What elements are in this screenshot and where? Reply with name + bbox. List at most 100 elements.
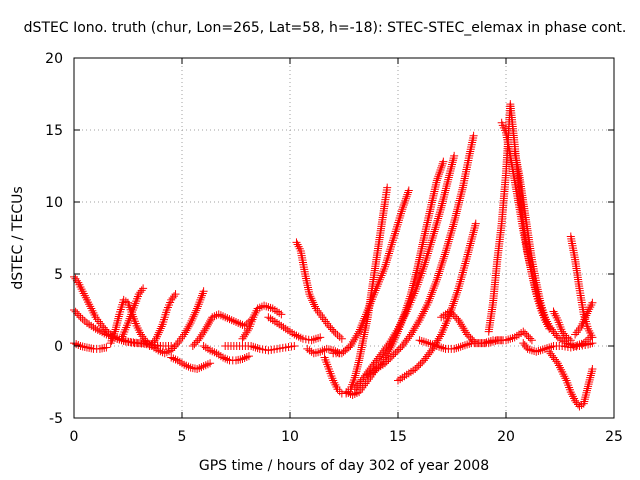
data-point-marker — [400, 311, 409, 320]
data-point-marker — [561, 331, 570, 340]
data-point-marker — [195, 298, 204, 307]
data-point-marker — [292, 238, 301, 247]
data-point-marker — [356, 323, 365, 332]
data-point-marker — [78, 315, 87, 324]
data-point-marker — [398, 205, 407, 214]
data-point-marker — [365, 369, 374, 378]
data-point-marker — [585, 326, 594, 335]
series-14 — [292, 238, 346, 343]
data-point-marker — [558, 367, 567, 376]
data-point-marker — [137, 286, 146, 295]
data-point-marker — [512, 331, 521, 340]
data-point-marker — [306, 292, 315, 301]
data-point-marker — [124, 318, 132, 327]
data-point-marker — [199, 342, 208, 350]
data-point-marker — [444, 175, 453, 184]
data-point-marker — [296, 333, 305, 342]
data-point-marker — [201, 343, 210, 352]
data-point-marker — [557, 365, 566, 374]
data-point-marker — [453, 288, 462, 297]
data-point-marker — [445, 235, 454, 244]
data-point-marker — [206, 359, 215, 368]
x-tick-label: 5 — [178, 429, 187, 445]
data-point-marker — [311, 334, 320, 343]
data-point-marker — [527, 346, 536, 355]
data-point-marker — [260, 301, 269, 310]
data-point-marker — [588, 365, 597, 374]
data-point-marker — [199, 362, 208, 371]
data-point-marker — [393, 347, 402, 356]
data-point-marker — [440, 252, 449, 261]
data-point-marker — [399, 203, 408, 212]
x-tick-label: 10 — [281, 429, 299, 445]
data-point-marker — [457, 187, 466, 196]
data-point-marker — [447, 309, 456, 318]
data-point-marker — [449, 154, 458, 163]
data-point-marker — [268, 304, 277, 313]
data-point-marker — [378, 269, 387, 278]
data-point-marker — [581, 390, 590, 399]
data-point-marker — [316, 333, 325, 342]
data-point-marker — [247, 342, 256, 350]
data-point-marker — [454, 343, 463, 352]
data-point-marker — [316, 347, 325, 356]
data-point-marker — [85, 320, 94, 329]
data-point-marker — [132, 321, 141, 330]
data-point-marker — [201, 361, 210, 370]
data-point-marker — [438, 256, 447, 265]
data-point-marker — [364, 375, 373, 384]
data-point-marker — [449, 220, 458, 229]
data-point-marker — [251, 343, 260, 352]
data-point-marker — [80, 291, 89, 300]
data-point-marker — [445, 169, 454, 178]
data-point-marker — [438, 258, 447, 267]
data-points — [70, 100, 597, 411]
data-point-marker — [463, 340, 472, 349]
data-point-marker — [387, 335, 396, 344]
data-point-marker — [580, 395, 589, 404]
data-point-marker — [432, 275, 441, 284]
data-point-marker — [438, 197, 447, 206]
data-point-marker — [436, 265, 445, 274]
data-point-marker — [459, 324, 468, 333]
data-point-marker — [76, 282, 85, 291]
data-point-marker — [294, 242, 303, 251]
data-point-marker — [170, 292, 179, 301]
plot-frame — [73, 57, 615, 419]
data-point-marker — [89, 323, 98, 332]
series-16 — [320, 183, 392, 398]
data-point-marker — [279, 323, 288, 332]
data-point-marker — [486, 336, 495, 345]
data-point-marker — [307, 294, 316, 303]
data-point-marker — [587, 367, 596, 376]
data-point-marker — [560, 337, 569, 346]
data-point-marker — [584, 340, 593, 349]
data-point-marker — [586, 339, 595, 348]
series-15 — [303, 344, 344, 358]
data-point-marker — [286, 327, 294, 336]
data-point-marker — [411, 322, 420, 331]
data-point-marker — [90, 311, 99, 320]
data-point-marker — [579, 399, 588, 408]
data-point-marker — [208, 313, 217, 322]
data-point-marker — [96, 319, 105, 328]
data-point-marker — [135, 328, 144, 337]
data-point-marker — [451, 293, 460, 302]
data-point-marker — [430, 227, 439, 236]
data-point-marker — [404, 186, 413, 195]
series-19 — [350, 151, 459, 394]
data-point-marker — [277, 321, 286, 330]
data-point-marker — [399, 313, 408, 322]
series-17 — [329, 186, 413, 358]
data-point-marker — [316, 311, 325, 320]
data-point-marker — [250, 311, 259, 320]
data-point-marker — [275, 308, 284, 317]
data-point-marker — [368, 293, 377, 302]
data-point-marker — [442, 246, 451, 255]
data-point-marker — [469, 131, 478, 140]
data-point-marker — [562, 333, 571, 342]
data-point-marker — [335, 387, 344, 396]
data-point-marker — [415, 316, 424, 325]
data-point-marker — [371, 286, 380, 295]
data-point-marker — [197, 363, 206, 372]
